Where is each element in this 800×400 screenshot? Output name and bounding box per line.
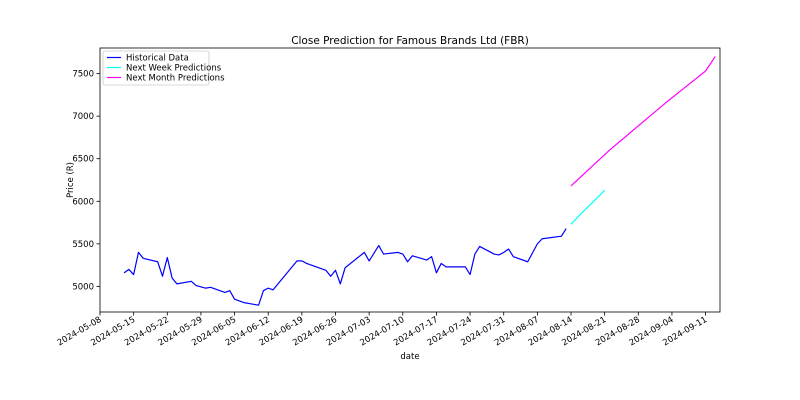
y-tick-label: 5500 bbox=[72, 240, 94, 250]
series-layer bbox=[123, 56, 716, 306]
y-tick-label: 6500 bbox=[72, 155, 94, 165]
legend-label-2: Next Month Predictions bbox=[126, 74, 225, 84]
legend-box bbox=[102, 50, 210, 86]
legend-label-0: Historical Data bbox=[126, 54, 189, 64]
y-tick-label: 5000 bbox=[72, 282, 94, 292]
y-axis-label: Price (R) bbox=[66, 162, 76, 198]
legend-label-1: Next Week Predictions bbox=[126, 64, 222, 74]
y-tick-label: 7000 bbox=[72, 112, 94, 122]
series-line-1 bbox=[570, 189, 606, 225]
series-line-0 bbox=[123, 228, 567, 306]
chart-title: Close Prediction for Famous Brands Ltd (… bbox=[291, 35, 529, 47]
y-tick-label: 7500 bbox=[72, 70, 94, 80]
axes-frame bbox=[99, 47, 721, 313]
x-axis-label: date bbox=[400, 352, 419, 362]
series-line-2 bbox=[570, 56, 716, 187]
y-tick-label: 6000 bbox=[72, 197, 94, 207]
y-axis: 5000 5500 6000 6500 7000 7500 bbox=[72, 70, 100, 292]
